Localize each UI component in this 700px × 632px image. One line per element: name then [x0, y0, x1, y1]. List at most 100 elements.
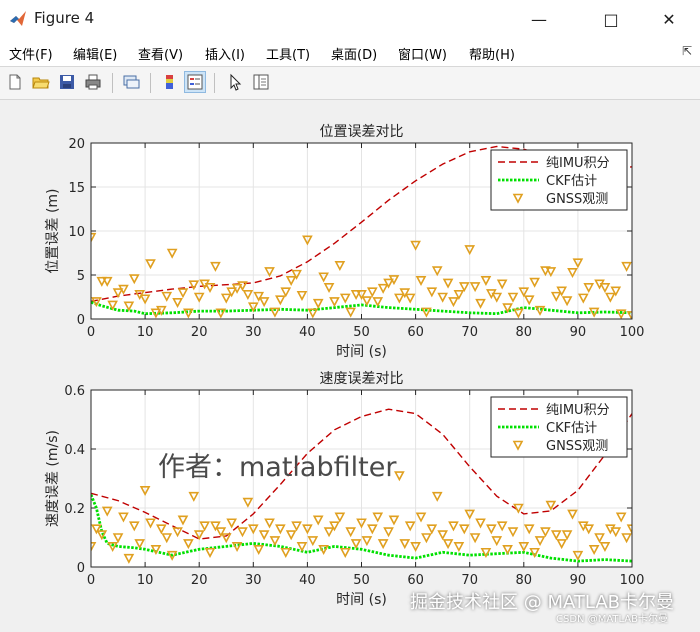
menu-edit[interactable]: 编辑(E)	[73, 48, 118, 63]
property-inspector-button[interactable]	[250, 71, 272, 93]
close-icon: ✕	[662, 9, 676, 29]
gnss-marker	[534, 305, 546, 316]
gnss-marker	[323, 283, 335, 294]
gnss-marker	[101, 506, 113, 517]
gnss-marker	[123, 301, 135, 312]
maximize-button[interactable]: □	[588, 0, 634, 38]
link-plot-icon	[123, 75, 140, 89]
menu-desktop[interactable]: 桌面(D)	[331, 48, 378, 63]
gnss-marker	[372, 297, 384, 308]
menu-overflow-icon[interactable]: ⇱	[681, 44, 692, 58]
menu-window[interactable]: 窗口(W)	[398, 48, 447, 63]
colorbar-button[interactable]	[158, 71, 180, 93]
gnss-marker	[383, 278, 394, 289]
minimize-icon: —	[531, 9, 547, 29]
window-title: Figure 4	[34, 9, 95, 27]
gnss-marker	[275, 295, 286, 306]
gnss-marker	[210, 261, 221, 272]
gnss-marker	[91, 297, 102, 308]
link-plot-button[interactable]	[120, 71, 142, 93]
x-tick-label: 10	[137, 325, 154, 340]
toolbar-separator	[214, 73, 215, 93]
gnss-marker	[561, 296, 573, 307]
gnss-marker	[177, 288, 189, 299]
print-button[interactable]	[82, 71, 104, 93]
gnss-marker	[518, 287, 530, 298]
gnss-marker	[96, 530, 108, 541]
legend[interactable]: 纯IMU积分 CKF估计 GNSS观测	[490, 396, 628, 458]
menu-help[interactable]: 帮助(H)	[469, 48, 515, 63]
gnss-marker	[161, 291, 173, 302]
y-tick-label: 0.6	[64, 384, 85, 399]
legend-entry-label: CKF估计	[546, 421, 597, 436]
axes-box	[90, 142, 633, 320]
gnss-marker	[166, 248, 178, 259]
menu-insert[interactable]: 插入(I)	[205, 48, 245, 63]
x-tick-label: 40	[299, 325, 316, 340]
pointer-button[interactable]	[224, 71, 246, 93]
legend-entry-label: CKF估计	[546, 174, 597, 189]
gnss-marker	[475, 518, 486, 529]
legend[interactable]: 纯IMU积分 CKF估计 GNSS观测	[490, 149, 628, 211]
legend-button[interactable]	[184, 71, 206, 93]
gnss-marker	[469, 282, 481, 293]
legend-box[interactable]	[490, 396, 628, 458]
x-tick-label: 60	[407, 573, 424, 588]
maximize-icon: □	[603, 9, 619, 29]
gnss-marker	[150, 544, 162, 555]
gnss-marker	[145, 259, 156, 270]
gnss-marker	[377, 539, 389, 550]
gnss-marker	[231, 283, 243, 294]
gnss-marker	[356, 518, 367, 529]
series-group	[91, 408, 632, 564]
gnss-marker	[291, 269, 302, 280]
gnss-marker	[91, 542, 97, 553]
save-icon	[60, 75, 74, 89]
legend-entry-label: 纯IMU积分	[546, 403, 610, 418]
gnss-marker	[361, 296, 373, 307]
menu-view[interactable]: 查看(V)	[138, 48, 184, 63]
gnss-marker	[426, 287, 438, 298]
save-button[interactable]	[56, 71, 78, 93]
gnss-marker	[540, 527, 551, 538]
gnss-marker	[264, 267, 275, 278]
x-tick-label: 100	[620, 325, 645, 340]
gnss-marker	[410, 542, 421, 553]
gnss-marker	[388, 275, 400, 286]
gnss-marker	[291, 521, 302, 532]
axes-box	[90, 389, 633, 568]
legend-box[interactable]	[490, 149, 628, 211]
gnss-marker	[561, 530, 573, 541]
gnss-marker	[285, 530, 297, 541]
new-figure-icon	[9, 74, 21, 90]
gnss-marker	[329, 521, 340, 532]
gnss-marker	[421, 307, 432, 318]
close-button[interactable]: ✕	[646, 0, 692, 38]
menu-tools[interactable]: 工具(T)	[266, 48, 311, 63]
minimize-button[interactable]: —	[516, 0, 562, 38]
axes-2: 0 10 20 30 40 50 60 70 80 90 100 0 0.2 0.4 0.6 速度误差对比时间…	[45, 371, 644, 608]
open-file-button[interactable]	[30, 71, 52, 93]
x-tick-label: 40	[299, 573, 316, 588]
x-tick-label: 60	[407, 325, 424, 340]
gnss-marker	[523, 295, 535, 306]
x-tick-label: 30	[245, 325, 262, 340]
gnss-marker	[91, 232, 97, 243]
print-icon	[85, 74, 101, 90]
gnss-marker	[237, 527, 248, 538]
gnss-marker	[502, 544, 513, 555]
gnss-marker	[610, 286, 622, 297]
gnss-marker	[486, 524, 497, 535]
menu-file[interactable]: 文件(F)	[9, 48, 53, 63]
gnss-marker	[101, 276, 113, 287]
gnss-marker	[605, 292, 616, 303]
gnss-marker	[183, 539, 194, 550]
csdn-watermark: CSDN @MATLAB卡尔曼	[556, 614, 668, 625]
y-axis-label: 速度误差 (m/s)	[45, 430, 61, 527]
gnss-marker	[112, 533, 124, 544]
new-figure-button[interactable]	[4, 71, 26, 93]
gnss-marker	[193, 530, 205, 541]
y-axis-label: 位置误差 (m)	[45, 188, 61, 273]
y-tick-label: 0.4	[64, 443, 85, 458]
gnss-marker	[448, 297, 459, 308]
